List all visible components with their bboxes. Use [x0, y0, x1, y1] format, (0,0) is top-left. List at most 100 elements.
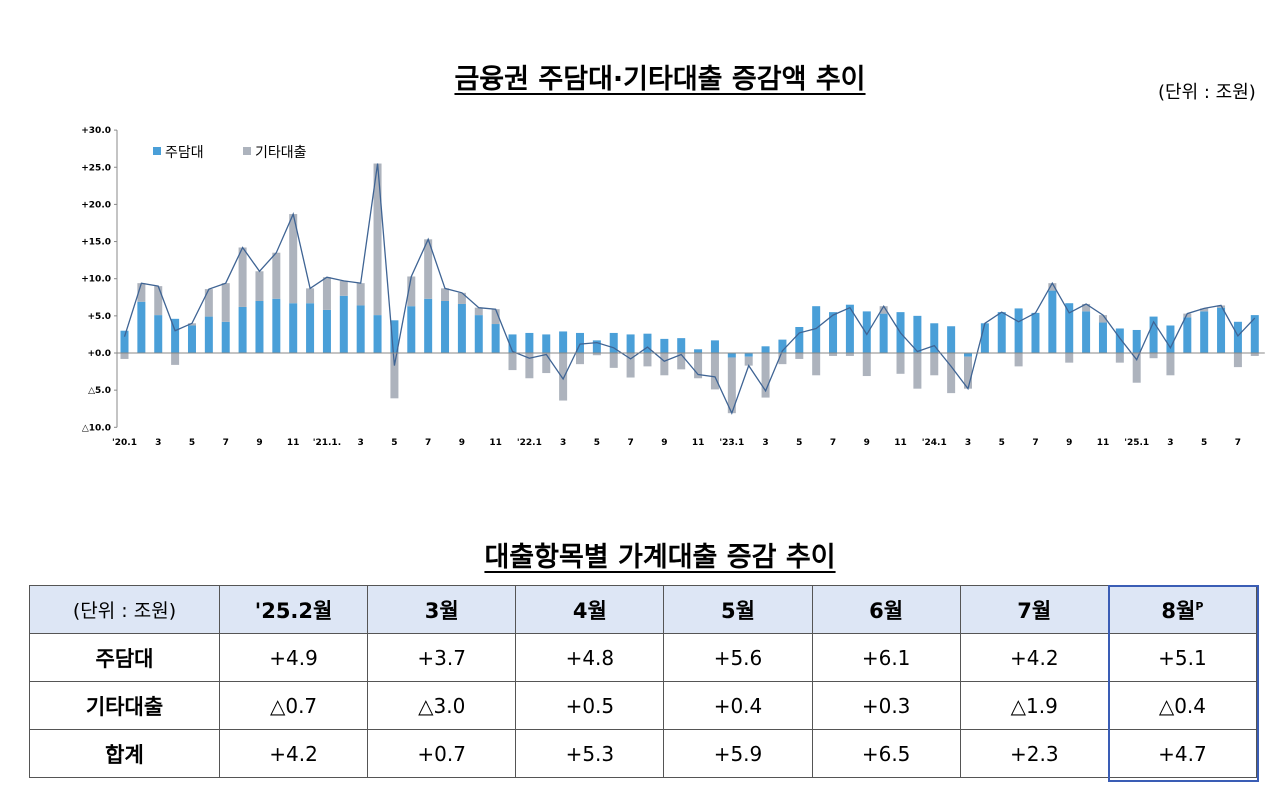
bar-other-loans — [930, 353, 939, 376]
table-cell: +6.1 — [811, 633, 961, 682]
table-cell: +4.7 — [1107, 729, 1258, 778]
legend-swatch-mortgage — [153, 147, 161, 155]
table-cell: △0.4 — [1107, 681, 1258, 730]
bar-other-loans — [1250, 353, 1259, 356]
bar-other-loans — [1149, 353, 1158, 359]
row-label: 합계 — [29, 729, 220, 778]
x-tick-label: '20.1 — [112, 438, 137, 448]
bar-other-loans — [306, 288, 315, 304]
bar-mortgage — [677, 338, 686, 353]
x-tick-label: 3 — [965, 438, 971, 448]
bar-other-loans — [592, 353, 601, 356]
x-tick-label: 9 — [864, 438, 870, 448]
table-cell: +4.2 — [959, 633, 1109, 682]
chart-title: 금융권 주담대·기타대출 증감액 추이 — [454, 64, 866, 95]
bar-other-loans — [441, 288, 450, 301]
legend-label-other: 기타대출 — [255, 145, 307, 161]
x-tick-label: 9 — [1066, 438, 1072, 448]
bar-other-loans — [1082, 303, 1091, 312]
bar-mortgage — [542, 334, 551, 353]
x-tick-label: 5 — [796, 438, 802, 448]
x-axis: '20.1 3 5 7 9 11 '21.1. 3 5 7 9 11 '22.1 3 5 7 9 11 '23.1 3… — [112, 352, 1265, 448]
y-tick-label: +0.0 — [88, 349, 111, 359]
bar-mortgage — [373, 315, 382, 353]
table-row-mortgage: 주담대 +4.9 +3.7 +4.8 +5.6 +6.1 +4.2 +5.1 — [29, 633, 1258, 682]
column-header: 5월 — [663, 585, 813, 634]
bar-mortgage — [1115, 328, 1124, 353]
x-tick-label: '25.1 — [1124, 438, 1149, 448]
bar-other-loans — [120, 353, 129, 359]
x-tick-label: 9 — [256, 438, 262, 448]
bar-other-loans — [407, 276, 416, 307]
bar-other-loans — [322, 277, 331, 310]
table-cell: △3.0 — [367, 681, 517, 730]
column-header-latest: 8월P — [1107, 585, 1258, 634]
legend: 주담대 기타대출 — [153, 145, 307, 161]
bar-mortgage — [322, 309, 331, 353]
bar-mortgage — [845, 304, 854, 353]
bar-other-loans — [390, 353, 399, 399]
column-header: 7월 — [959, 585, 1109, 634]
bar-other-loans — [761, 353, 770, 398]
x-tick-label: 7 — [1235, 438, 1241, 448]
y-tick-label: △10.0 — [82, 423, 111, 433]
bar-mortgage — [559, 331, 568, 353]
x-tick-label: 5 — [189, 438, 195, 448]
x-tick-label: 3 — [762, 438, 768, 448]
bar-mortgage — [862, 311, 871, 353]
total-line-group — [123, 163, 1256, 415]
table-cell: +4.2 — [218, 729, 369, 778]
bar-other-loans — [1166, 353, 1175, 376]
bar-other-loans — [710, 353, 719, 390]
bar-mortgage — [221, 321, 230, 353]
bar-mortgage — [1098, 322, 1107, 353]
bar-other-loans — [845, 353, 854, 356]
table-unit-cell: (단위 : 조원) — [29, 585, 220, 634]
legend-label-mortgage: 주담대 — [165, 145, 204, 161]
bar-other-loans — [795, 353, 804, 359]
bar-mortgage — [1014, 308, 1023, 353]
table-title: 대출항목별 가계대출 증감 추이 — [484, 542, 836, 573]
x-tick-label: 11 — [1097, 438, 1110, 448]
bar-other-loans — [137, 283, 146, 302]
chart-unit-label: (단위 : 조원) — [1158, 82, 1256, 103]
x-tick-label: 11 — [692, 438, 705, 448]
bar-mortgage — [1183, 317, 1192, 353]
bar-mortgage — [441, 300, 450, 353]
bar-mortgage — [457, 303, 466, 353]
x-tick-label: 7 — [223, 438, 229, 448]
bar-other-loans — [1115, 353, 1124, 363]
bar-mortgage — [1217, 307, 1226, 353]
bar-mortgage — [491, 324, 500, 353]
bar-mortgage — [997, 312, 1006, 353]
bar-mortgage — [626, 334, 635, 353]
bar-mortgage — [137, 301, 146, 353]
bar-other-loans — [221, 283, 230, 322]
bar-mortgage — [272, 298, 281, 353]
x-tick-label: 11 — [894, 438, 907, 448]
x-tick-label: 9 — [661, 438, 667, 448]
y-tick-label: +5.0 — [88, 312, 111, 322]
table-header-row: (단위 : 조원) '25.2월 3월 4월 5월 6월 7월 8월P — [29, 585, 1258, 634]
bar-mortgage — [508, 334, 517, 353]
bar-other-loans — [559, 353, 568, 401]
bar-other-loans — [947, 353, 956, 394]
table-cell: +0.4 — [663, 681, 813, 730]
bar-mortgage — [339, 295, 348, 353]
bar-mortgage — [660, 338, 669, 353]
bar-mortgage — [255, 300, 264, 353]
x-tick-label: 11 — [489, 438, 502, 448]
bar-mortgage — [120, 330, 129, 353]
bar-other-loans — [525, 353, 534, 379]
row-label: 기타대출 — [29, 681, 220, 730]
bar-other-loans — [339, 280, 348, 296]
bar-mortgage — [710, 340, 719, 353]
bar-mortgage — [1082, 311, 1091, 353]
bar-other-loans — [1183, 313, 1192, 318]
x-tick-label: 3 — [155, 438, 161, 448]
bar-mortgage — [744, 353, 753, 357]
column-header: '25.2월 — [218, 585, 369, 634]
bar-other-loans — [778, 353, 787, 365]
x-tick-label: '21.1. — [313, 438, 341, 448]
bar-mortgage — [306, 303, 315, 353]
